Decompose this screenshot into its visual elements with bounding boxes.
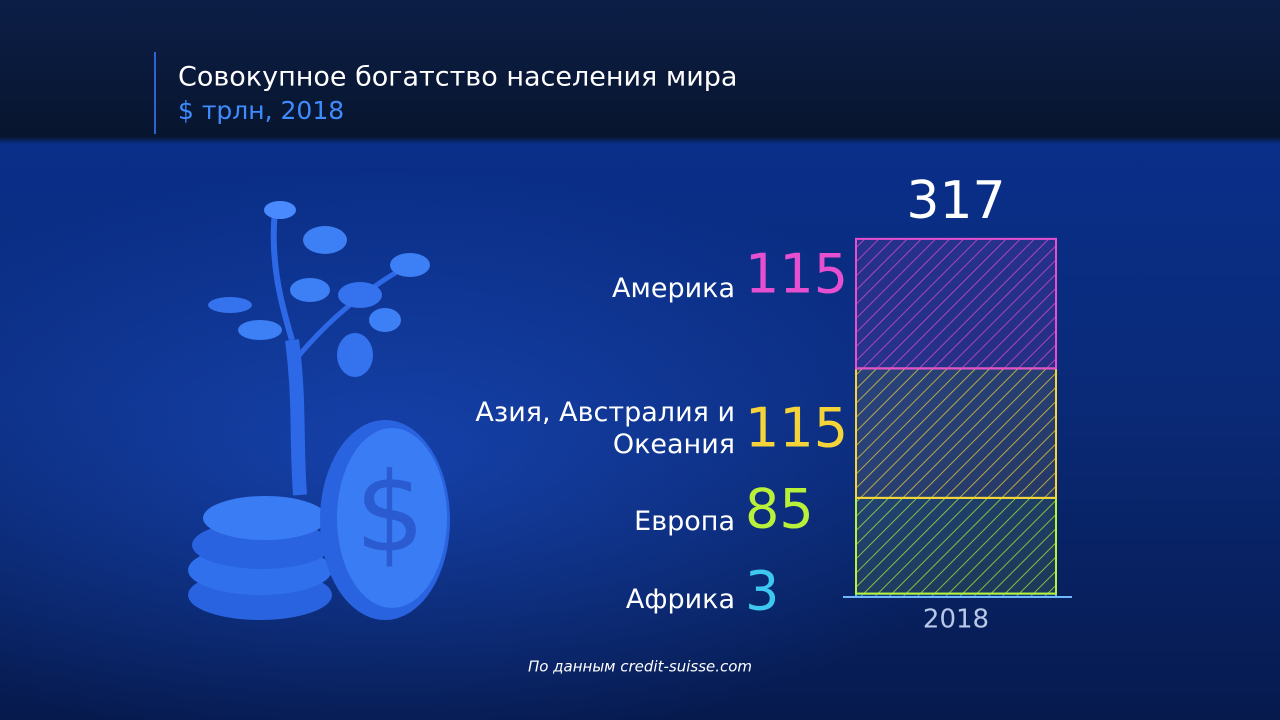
illustration: $ — [188, 201, 450, 620]
bar-segment — [855, 367, 1057, 499]
value-label: 115 — [745, 243, 848, 306]
total-label: 317 — [906, 171, 1005, 231]
series-name: Европа — [634, 506, 735, 537]
background-glow — [0, 140, 1280, 720]
value-label: 115 — [745, 397, 848, 460]
series-name: Азия, Австралия и Океания — [475, 397, 735, 460]
svg-text:$: $ — [355, 448, 425, 576]
value-label: 3 — [745, 560, 779, 623]
x-tick-label: 2018 — [923, 605, 989, 635]
bar-segment — [855, 237, 1057, 370]
series-name: Америка — [612, 273, 735, 304]
chart-subtitle: $ трлн, 2018 — [178, 96, 344, 125]
value-label: 85 — [745, 478, 814, 541]
source-note: По данным credit-suisse.com — [528, 658, 752, 676]
chart-title: Совокупное богатство населения мира — [178, 62, 737, 93]
series-name: Африка — [625, 584, 735, 615]
bar-segment — [855, 496, 1057, 595]
